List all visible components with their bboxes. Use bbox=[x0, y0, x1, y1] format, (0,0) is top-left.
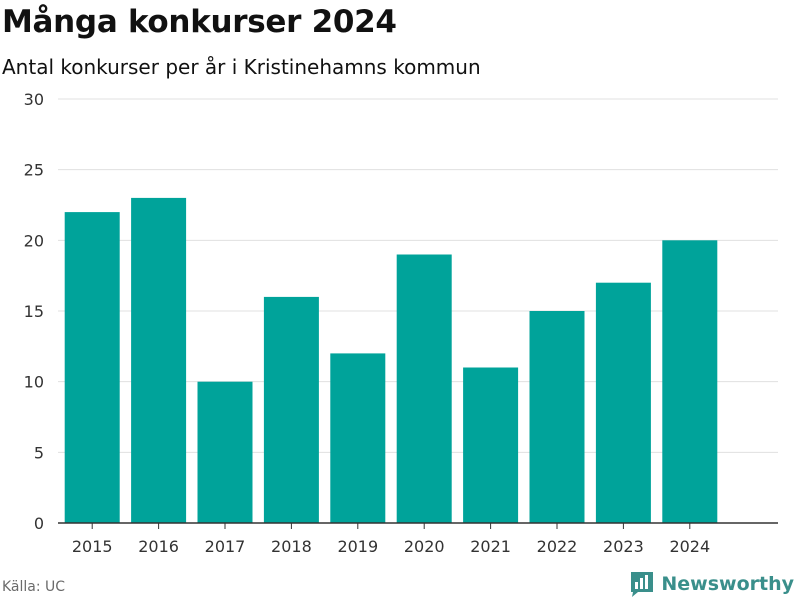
y-tick-label: 15 bbox=[24, 302, 44, 321]
x-tick-label: 2019 bbox=[337, 537, 378, 556]
y-tick-label: 25 bbox=[24, 161, 44, 180]
chart-title: Många konkurser 2024 bbox=[2, 4, 397, 40]
brand-logo: Newsworthy bbox=[629, 570, 794, 598]
y-tick-label: 30 bbox=[24, 90, 44, 109]
bar-2020 bbox=[396, 254, 452, 523]
x-tick-label: 2020 bbox=[404, 537, 445, 556]
bar-2016 bbox=[131, 197, 187, 523]
x-tick-label: 2016 bbox=[138, 537, 179, 556]
y-tick-label: 0 bbox=[34, 514, 44, 533]
bar-2021 bbox=[463, 367, 519, 523]
x-tick-label: 2018 bbox=[271, 537, 312, 556]
bar-2024 bbox=[662, 240, 718, 524]
bar-2019 bbox=[330, 353, 386, 523]
bar-2018 bbox=[263, 296, 319, 523]
x-axis-ticks: 2015 2016 2017 2018 2019 2020 2021 2022 2023 2024 bbox=[72, 523, 710, 556]
x-tick-label: 2021 bbox=[470, 537, 511, 556]
x-tick-label: 2023 bbox=[603, 537, 644, 556]
bar-2023 bbox=[595, 282, 651, 523]
y-tick-label: 20 bbox=[24, 231, 44, 250]
source-note: Källa: UC bbox=[2, 579, 66, 595]
y-axis-ticks: 0 5 10 15 20 25 30 bbox=[24, 90, 44, 533]
bar-2022 bbox=[529, 311, 585, 523]
bar-2015 bbox=[64, 212, 120, 523]
chart-subtitle: Antal konkurser per år i Kristinehamns k… bbox=[2, 55, 481, 79]
x-tick-label: 2015 bbox=[72, 537, 113, 556]
y-tick-label: 5 bbox=[34, 443, 44, 462]
x-tick-label: 2024 bbox=[669, 537, 710, 556]
y-tick-label: 10 bbox=[24, 373, 44, 392]
bar-2017 bbox=[197, 381, 253, 523]
x-tick-label: 2022 bbox=[537, 537, 578, 556]
brand-name: Newsworthy bbox=[661, 573, 794, 595]
newsworthy-logo-icon bbox=[631, 572, 654, 597]
x-tick-label: 2017 bbox=[205, 537, 246, 556]
bars bbox=[64, 197, 718, 524]
